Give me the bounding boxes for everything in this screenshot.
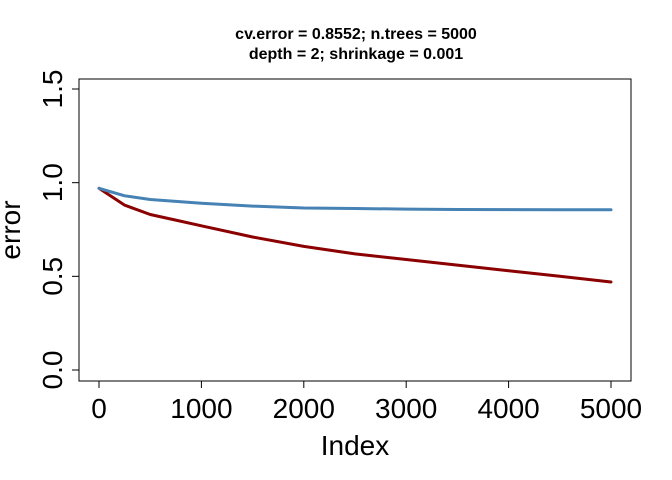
y-axis-label: error: [0, 200, 26, 259]
series-line-2: [97, 186, 613, 212]
x-tick-label: 5000: [580, 393, 642, 424]
series-layer: [97, 186, 613, 284]
x-tick-label: 2000: [273, 393, 335, 424]
chart-title-line-2: depth = 2; shrinkage = 0.001: [249, 46, 463, 63]
x-tick-label: 1000: [170, 393, 232, 424]
x-tick-label: 4000: [477, 393, 539, 424]
y-tick-label: 1.5: [37, 70, 68, 109]
x-tick-label: 0: [91, 393, 107, 424]
plot-frame: [78, 78, 632, 382]
y-tick-label: 0.0: [37, 351, 68, 390]
x-tick-label: 3000: [375, 393, 437, 424]
x-axis-label: Index: [321, 430, 390, 461]
y-tick-label: 0.5: [37, 257, 68, 296]
y-axis: 0.0 0.5 1.0 1.5: [37, 70, 80, 390]
chart-title-line-1: cv.error = 0.8552; n.trees = 5000: [235, 26, 477, 43]
series-line-1: [97, 186, 613, 284]
y-tick-label: 1.0: [37, 163, 68, 202]
x-axis: 0 1000 2000 3000 4000 5000: [91, 380, 642, 424]
